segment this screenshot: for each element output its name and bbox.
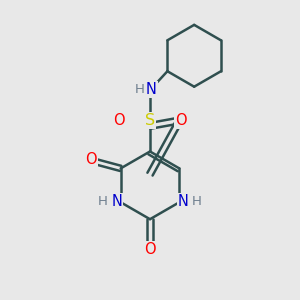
Text: H: H [98,195,108,208]
Text: N: N [111,194,122,209]
Text: O: O [114,113,125,128]
Text: H: H [192,195,202,208]
Text: H: H [135,83,145,96]
Text: O: O [175,113,186,128]
Text: O: O [85,152,97,167]
Text: S: S [145,113,155,128]
Text: O: O [144,242,156,257]
Text: N: N [146,82,157,97]
Text: N: N [178,194,189,209]
